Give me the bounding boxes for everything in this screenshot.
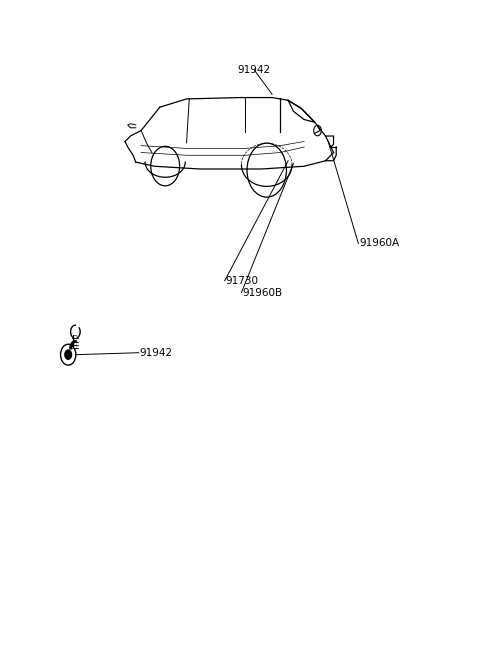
Text: 91942: 91942 xyxy=(140,348,173,357)
Text: 91730: 91730 xyxy=(226,276,259,286)
Circle shape xyxy=(65,350,72,359)
Text: 91960A: 91960A xyxy=(360,238,399,248)
Text: 91942: 91942 xyxy=(238,65,271,75)
Text: 91960B: 91960B xyxy=(242,288,283,298)
